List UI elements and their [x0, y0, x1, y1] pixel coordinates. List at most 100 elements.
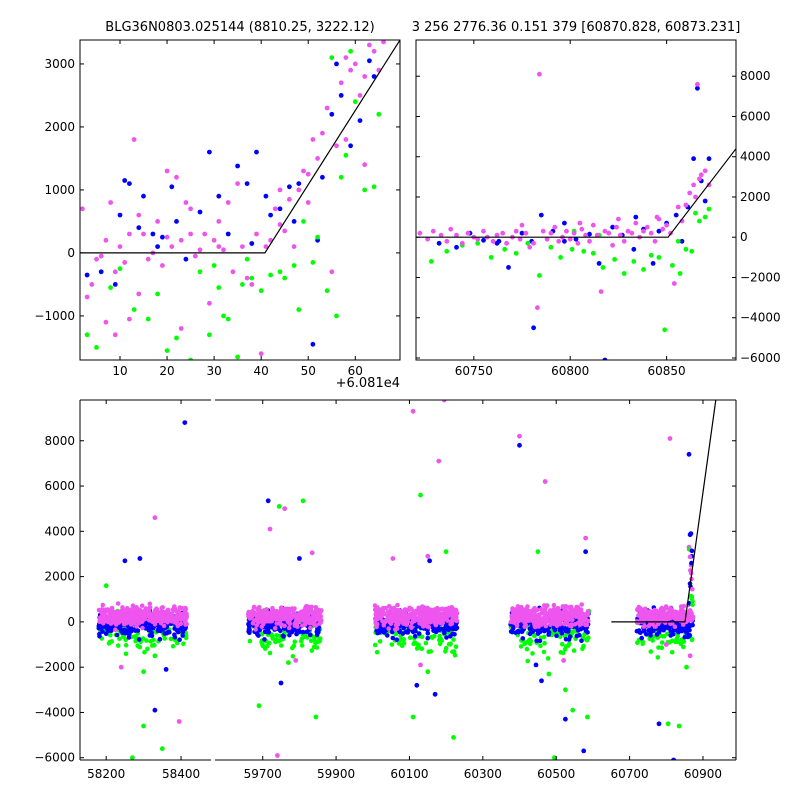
full-point-magenta — [316, 607, 322, 613]
zoom-point-blue — [207, 149, 212, 155]
full-point-magenta — [541, 609, 547, 615]
full-point-magenta — [687, 554, 693, 560]
full-point-magenta — [160, 605, 165, 610]
full-point-magenta — [675, 611, 680, 617]
full-point-magenta — [403, 618, 409, 623]
full-point-magenta — [165, 607, 171, 613]
full-point-magenta — [308, 625, 313, 631]
full-point-magenta — [374, 624, 379, 630]
full-point-green — [660, 634, 666, 639]
full-point-magenta — [252, 618, 257, 623]
full-x-tick-label: 60700 — [611, 767, 649, 781]
zoom-point-blue — [320, 174, 325, 180]
zoom-point-blue — [117, 212, 123, 218]
full-point-magenta — [253, 627, 258, 632]
zoom-point-blue — [112, 282, 118, 287]
mid-point-magenta — [702, 168, 708, 174]
full-point-green — [286, 660, 291, 665]
full-point-magenta — [394, 626, 400, 631]
full-plot-area-2 — [246, 400, 717, 760]
full-point-green — [130, 755, 135, 760]
full-point-blue — [432, 691, 438, 697]
mid-point-green — [444, 248, 450, 254]
mid-point-green — [488, 255, 494, 260]
full-point-magenta — [269, 618, 275, 624]
full-point-blue — [147, 633, 153, 638]
full-point-magenta — [293, 658, 299, 663]
zoom-point-magenta — [131, 137, 137, 142]
full-point-magenta — [262, 611, 268, 616]
zoom-point-blue — [183, 256, 189, 262]
full-point-magenta — [550, 608, 556, 614]
full-point-magenta — [413, 610, 418, 616]
zoom-point-magenta — [103, 319, 109, 325]
full-point-magenta — [286, 625, 292, 631]
full-point-magenta — [381, 623, 387, 628]
mid-point-magenta — [517, 236, 523, 242]
full-point-blue — [432, 628, 438, 634]
zoom-point-green — [164, 348, 170, 353]
zoom-point-magenta — [117, 244, 123, 250]
zoom-point-green — [108, 285, 113, 290]
zoom-point-magenta — [98, 253, 104, 259]
mid-point-magenta — [598, 289, 604, 294]
full-point-green — [425, 669, 431, 675]
zoom-point-magenta — [112, 332, 118, 338]
zoom-x-tick-label: 40 — [254, 364, 269, 378]
zoom-point-green — [240, 282, 245, 287]
zoom-point-magenta — [230, 269, 236, 275]
full-point-magenta — [678, 618, 683, 624]
full-point-blue — [167, 629, 172, 635]
mid-point-magenta — [513, 228, 519, 234]
full-point-blue — [443, 627, 449, 632]
full-point-blue — [661, 624, 666, 630]
full-point-magenta — [180, 615, 185, 621]
full-point-green — [580, 646, 585, 651]
mid-point-magenta — [671, 281, 677, 286]
mid-point-blue — [496, 238, 502, 244]
full-point-blue — [554, 633, 559, 639]
full-point-magenta — [267, 526, 273, 532]
mid-point-magenta — [552, 224, 558, 230]
zoom-point-magenta — [103, 237, 109, 243]
full-point-green — [678, 641, 683, 647]
full-point-green — [648, 649, 654, 654]
full-point-blue — [508, 629, 514, 634]
full-x-tick-label: 58200 — [87, 767, 125, 781]
full-point-magenta — [388, 621, 394, 626]
full-point-magenta — [525, 612, 531, 617]
full-point-magenta — [635, 607, 640, 613]
full-point-green — [586, 635, 591, 640]
zoom-point-blue — [169, 184, 175, 190]
mid-point-magenta — [583, 232, 588, 238]
full-point-magenta — [174, 613, 179, 619]
mid-point-blue — [531, 325, 536, 331]
mid-point-magenta — [693, 194, 698, 200]
mid-point-blue — [673, 212, 679, 218]
full-point-green — [426, 649, 432, 655]
full-x-tick-label: 60900 — [684, 767, 722, 781]
full-point-magenta — [572, 622, 578, 627]
full-point-blue — [182, 420, 188, 425]
mid-point-magenta — [527, 244, 533, 250]
zoom-point-magenta — [343, 55, 349, 60]
full-point-blue — [546, 630, 552, 635]
full-point-magenta — [583, 622, 588, 628]
full-point-green — [688, 593, 694, 599]
zoom-point-blue — [291, 219, 297, 224]
full-point-blue — [515, 628, 521, 634]
full-point-magenta — [437, 607, 442, 612]
full-point-magenta — [531, 619, 537, 624]
full-point-green — [659, 645, 665, 650]
full-point-magenta — [690, 586, 695, 592]
full-point-magenta — [395, 614, 400, 620]
full-point-blue — [146, 627, 151, 633]
mid-point-magenta — [621, 238, 627, 244]
full-point-green — [103, 583, 109, 589]
full-point-green — [256, 703, 262, 709]
full-point-blue — [163, 667, 169, 672]
mid-point-green — [677, 271, 683, 276]
zoom-x-tick-label: 10 — [112, 364, 127, 378]
mid-point-magenta — [523, 230, 529, 236]
full-point-blue — [105, 625, 110, 630]
